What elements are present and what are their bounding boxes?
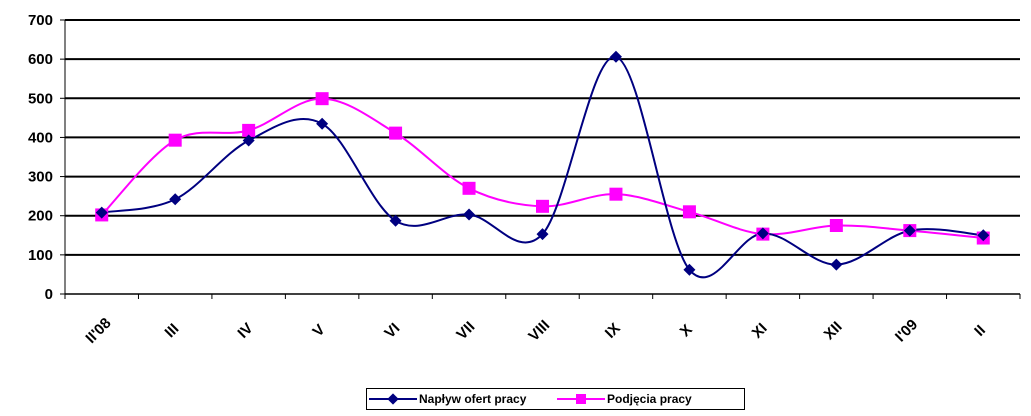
data-point-series-1 (683, 263, 696, 276)
y-tick-label: 600 (28, 51, 53, 68)
x-tick-label: XI (749, 320, 771, 342)
x-tick-label: II'08 (82, 315, 114, 347)
data-point-series-2 (829, 219, 843, 232)
x-tick-label: I'09 (892, 316, 921, 345)
y-tick-label: 200 (28, 208, 53, 225)
series-line-2 (101, 97, 984, 240)
data-point-series-2 (682, 205, 696, 219)
y-tick-label: 500 (28, 90, 53, 107)
x-tick-label: IV (234, 320, 256, 342)
data-point-series-1 (609, 50, 622, 63)
data-point-series-1 (463, 208, 476, 221)
x-tick-label: VI (381, 320, 403, 342)
x-tick-label: IX (602, 320, 624, 342)
data-point-series-2 (242, 123, 256, 137)
series-line-1 (101, 55, 984, 279)
data-point-series-1 (242, 134, 255, 147)
data-point-series-2 (168, 133, 182, 147)
data-point-series-1 (756, 227, 769, 240)
series-lines (101, 55, 984, 279)
y-tick-label: 400 (28, 129, 53, 146)
axes (60, 19, 1021, 299)
gridlines (65, 19, 1020, 256)
legend-label-series-2: Podjęcia pracy (607, 392, 692, 406)
data-point-series-1 (95, 206, 108, 219)
data-point-series-1 (536, 228, 549, 241)
data-point-series-1 (977, 229, 990, 242)
legend-item-series-1: Napływ ofert pracy (367, 389, 526, 409)
x-tick-label: II (971, 322, 989, 340)
x-tick-label: XII (821, 318, 846, 343)
y-tick-label: 100 (28, 247, 53, 264)
y-tick-label: 700 (28, 12, 53, 29)
data-point-series-1 (316, 117, 329, 130)
legend-item-series-2: Podjęcia pracy (555, 389, 692, 409)
x-tick-label: III (162, 320, 183, 341)
y-tick-label: 0 (45, 286, 53, 303)
data-point-series-2 (315, 92, 329, 106)
legend: Napływ ofert pracy Podjęcia pracy (366, 388, 745, 410)
x-tick-label: X (677, 321, 696, 340)
x-tick-label: VIII (525, 317, 553, 345)
legend-swatch-series-1 (367, 389, 419, 409)
y-tick-label: 300 (28, 169, 53, 186)
data-point-series-1 (903, 224, 916, 237)
data-point-series-1 (169, 193, 182, 206)
data-point-series-2 (462, 181, 476, 195)
data-point-series-1 (389, 214, 402, 227)
x-tick-label: VII (453, 318, 478, 343)
x-tick-label: V (309, 321, 328, 340)
data-point-series-2 (389, 126, 403, 140)
x-tick-labels: II'08 III IV V VI VII VIII IX X XI XII I'09 II (82, 315, 989, 347)
legend-label-series-1: Napływ ofert pracy (419, 392, 527, 406)
series-markers (95, 50, 990, 276)
data-point-series-1 (830, 258, 843, 271)
data-point-series-2 (536, 199, 549, 213)
data-point-series-2 (609, 187, 623, 201)
legend-swatch-series-2 (555, 389, 607, 409)
y-tick-labels: 0 100 200 300 400 500 600 700 (28, 12, 53, 303)
